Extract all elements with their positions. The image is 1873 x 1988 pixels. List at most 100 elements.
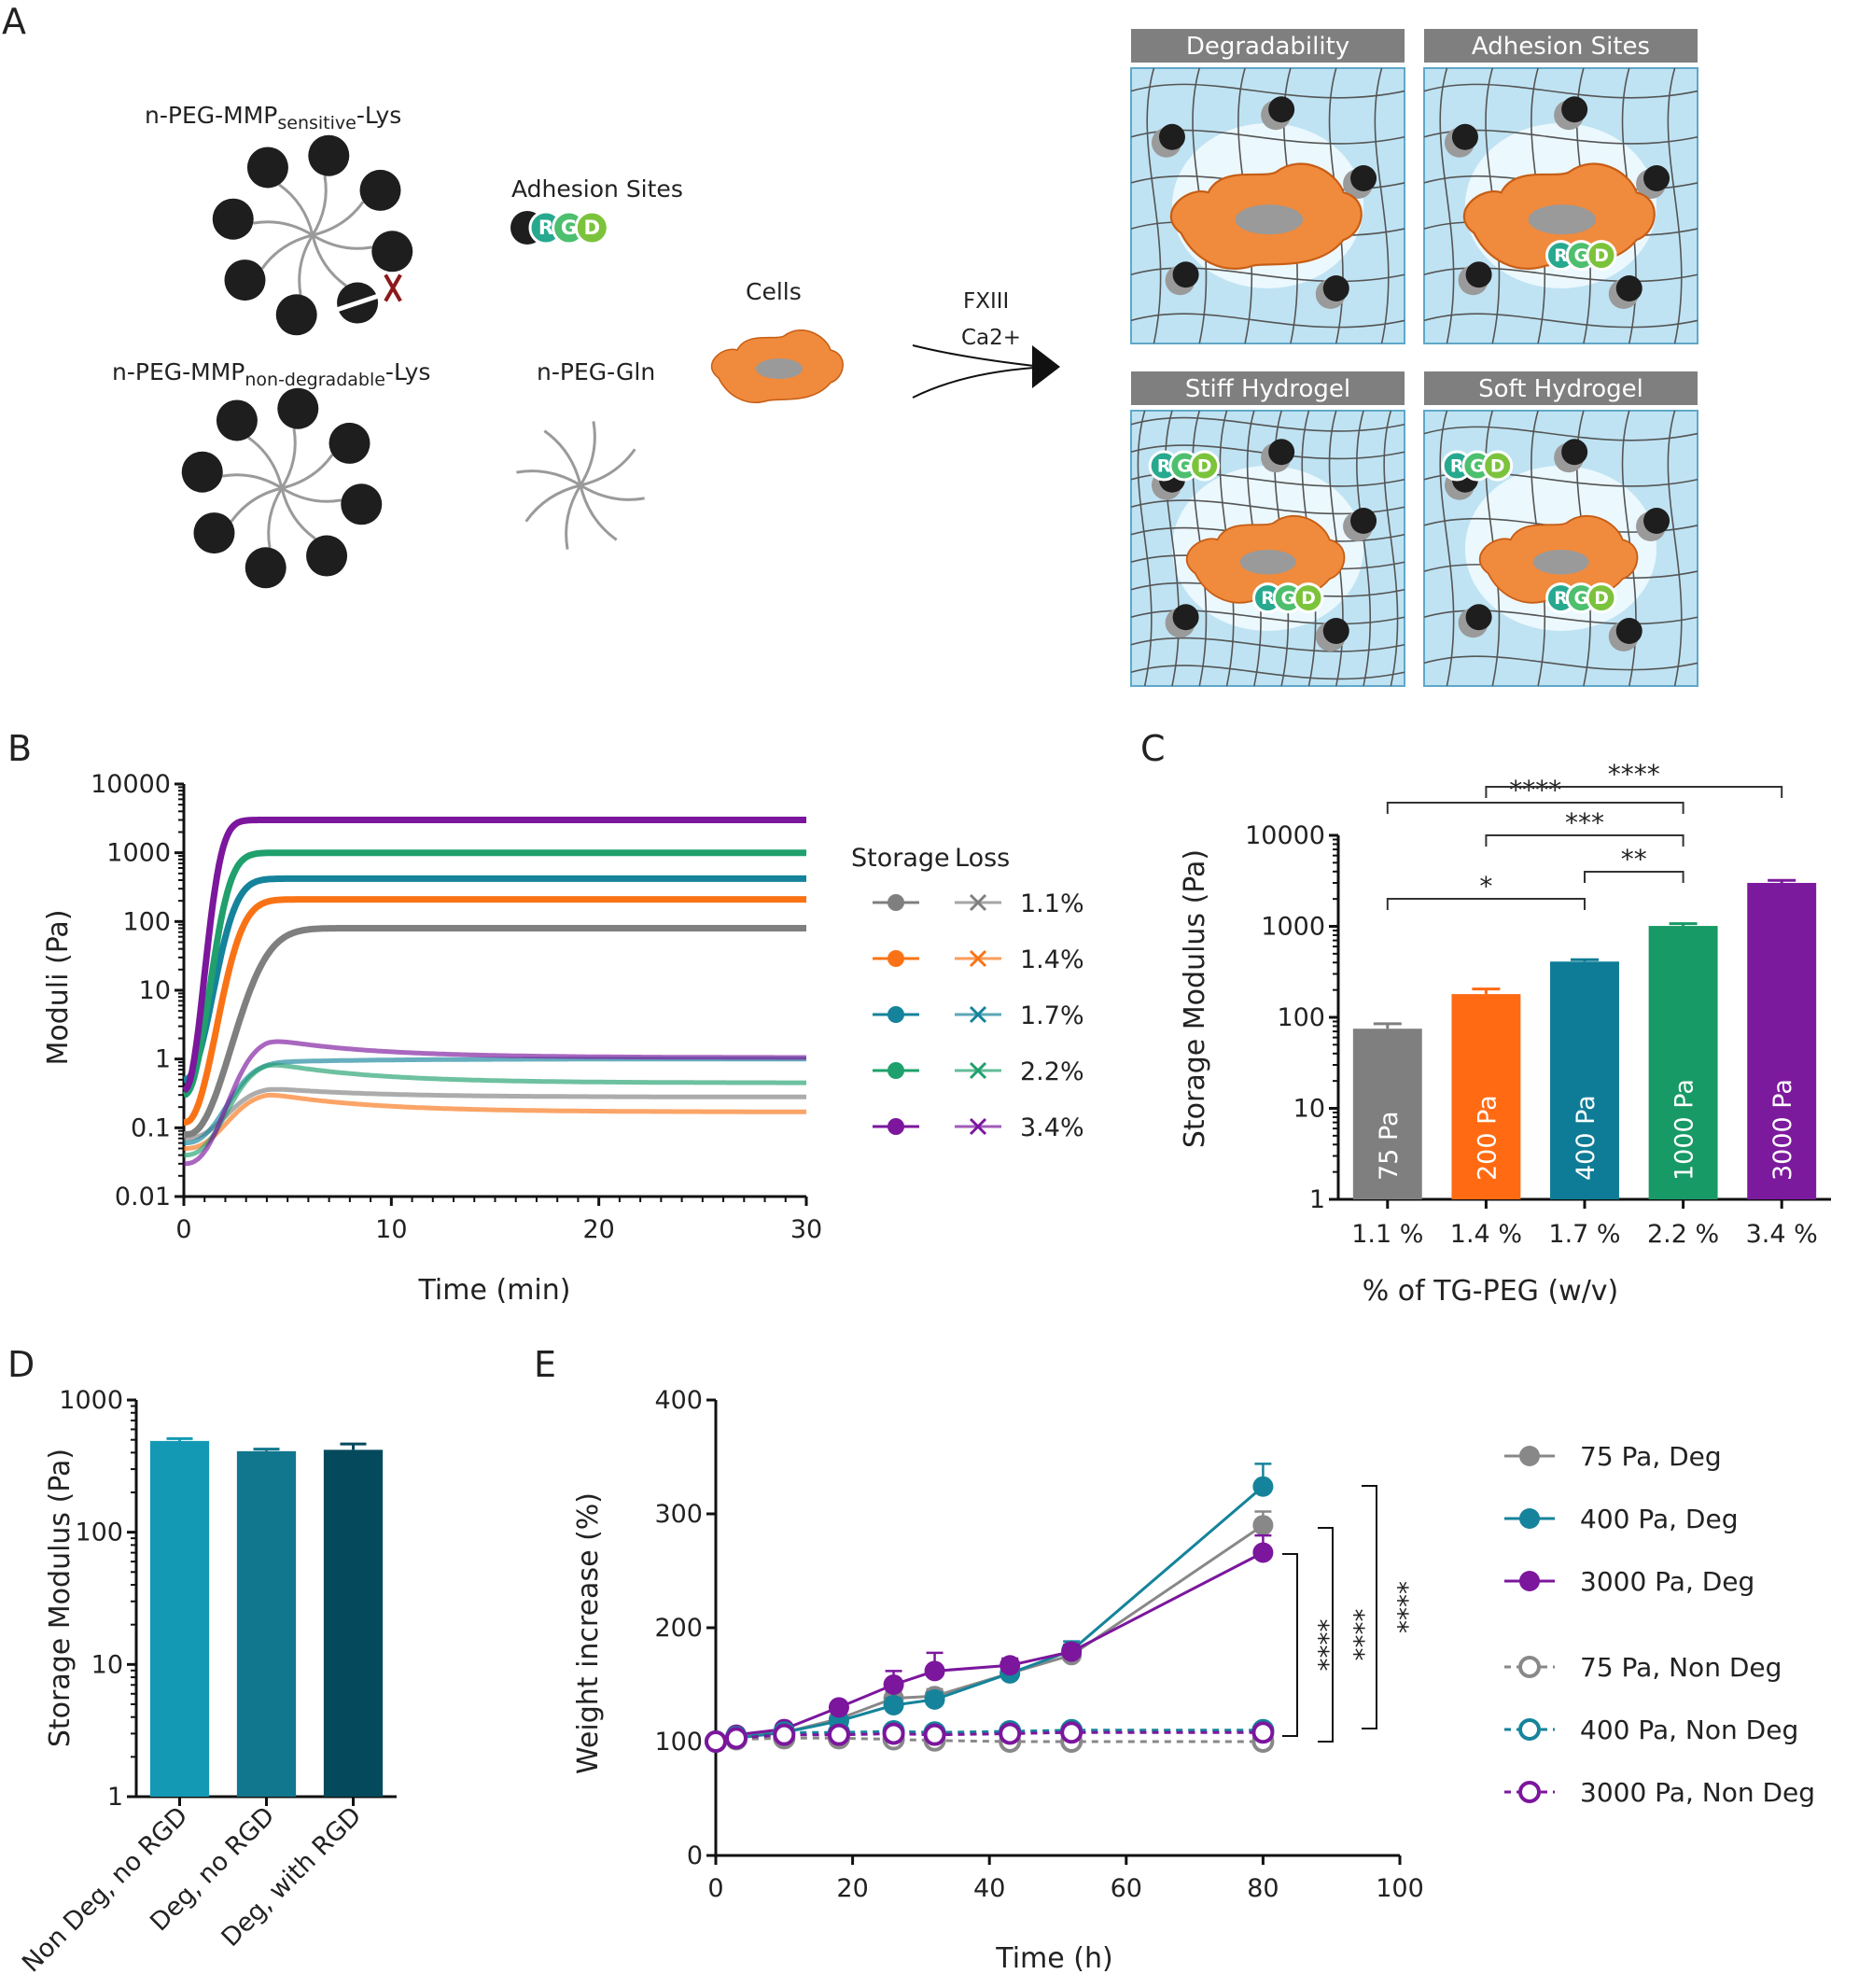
peg-arm (280, 487, 316, 540)
cells-label: Cells (746, 278, 802, 305)
peg-arm (253, 220, 314, 237)
polymer-strand (1374, 67, 1390, 344)
panel-e-series-line (715, 1736, 1264, 1743)
box-title: Adhesion Sites (1472, 33, 1650, 61)
crosslink-bead (1643, 508, 1670, 534)
peg-arm (281, 454, 334, 490)
legend-label: 3000 Pa, Non Deg (1580, 1777, 1815, 1808)
panel-e-point (883, 1674, 904, 1695)
storage-series-1.1% (184, 925, 806, 1138)
peg-gln-label: n-PEG-Gln (537, 358, 655, 385)
peg-arm (281, 486, 342, 503)
panel-e-significance-bracket (1282, 1553, 1298, 1737)
panel-c-x-tick-label: 2.2 % (1647, 1220, 1719, 1249)
panel-e-x-axis-label: Time (h) (995, 1942, 1112, 1975)
rgd-letter: D (1197, 456, 1212, 476)
lys-bead (245, 547, 287, 589)
polymer-strand (1192, 410, 1208, 687)
lys-bead (308, 134, 350, 176)
panel-c-bar-label: 75 Pa (1375, 1111, 1404, 1181)
peg-arm (222, 473, 283, 490)
peg-arm (579, 484, 618, 541)
panel-c-y-tick-label: 10 (1293, 1095, 1325, 1124)
panel-e-x-tick-label: 0 (707, 1874, 723, 1903)
panel-e-y-axis-label: Weight increase (%) (572, 1492, 605, 1774)
polymer-strand (1423, 267, 1698, 283)
polymer-strand (1130, 444, 1405, 460)
panel-d-bar (236, 1450, 297, 1797)
panel-b-y-tick-label: 10 (139, 976, 171, 1005)
rgd-bead-d (1586, 240, 1617, 272)
panel-c-significance-bracket (1485, 834, 1684, 847)
panel-e-series-line (715, 1485, 1265, 1743)
panel-c-bar-label: 1000 Pa (1670, 1079, 1699, 1181)
panel-c-significance-bracket (1386, 802, 1684, 814)
panel-c-significance-bracket (1386, 898, 1586, 910)
crosslink-bead (1268, 96, 1295, 123)
panel-e-x-tick-label: 80 (1247, 1874, 1279, 1903)
lys-bead (275, 294, 317, 336)
sensitive-subscript: sensitive (277, 113, 356, 133)
rgd-letter: D (583, 217, 600, 240)
panel-e-legend: 75 Pa, Deg 400 Pa, Deg 3000 Pa, Deg 75 Pa, … (1504, 1441, 1815, 1808)
peg-arm (543, 429, 582, 486)
panel-c-significance-bracket (1485, 786, 1783, 798)
polymer-strand (1130, 637, 1405, 652)
peg-arm (580, 448, 636, 487)
peg-arm (565, 484, 582, 550)
panel-b-x-tick-label: 30 (790, 1215, 822, 1244)
rgd-bead-d (1586, 582, 1617, 614)
panel-c-significance-label: **** (1509, 775, 1561, 805)
rgd-letter: D (1301, 589, 1316, 609)
panel-c-bar (1352, 1029, 1422, 1199)
crosslink-bead (1465, 604, 1492, 631)
rgd-letter: G (561, 217, 577, 240)
panel-b-chart: B Moduli (Pa) Time (min) 0.010.111010010… (7, 728, 1084, 1307)
panel-letter-d: D (7, 1344, 35, 1385)
legend-label: 75 Pa, Deg (1580, 1441, 1722, 1472)
nondegradable-subscript: non-degradable (245, 370, 385, 390)
legend-label: 3000 Pa, Deg (1580, 1566, 1754, 1597)
crosslink-bead (1451, 123, 1478, 150)
legend-header-storage: Storage (851, 844, 950, 873)
panel-e-point (705, 1730, 727, 1753)
storage-series-1.4% (183, 896, 806, 1126)
peg-arm (230, 486, 283, 523)
legend-storage-marker (888, 894, 904, 911)
box-title-bar (1131, 29, 1405, 63)
gln-bead (661, 483, 684, 522)
cell-nucleus (1532, 550, 1589, 575)
legend-loss-marker (969, 893, 987, 912)
loss-series-2.2% (184, 1062, 806, 1158)
legend-storage-marker (888, 1006, 904, 1023)
peg-arm (312, 201, 365, 237)
storage-series-2.2% (183, 849, 806, 1099)
rgd-bead-d (1189, 450, 1221, 482)
rgd-letter: R (538, 217, 553, 240)
polymer-strand (1130, 609, 1405, 625)
panel-e-significance-label: **** (1304, 1619, 1335, 1672)
panel-c-bar-label: 400 Pa (1572, 1095, 1600, 1181)
legend-loss-marker (969, 1117, 987, 1136)
embedded-cell (1478, 514, 1639, 604)
polymer-strand (1164, 410, 1180, 687)
peg-arm (524, 483, 581, 523)
panel-e-x-tick-label: 20 (836, 1874, 868, 1903)
legend-marker (1519, 1508, 1540, 1529)
panel-e-x-tick-label: 40 (973, 1874, 1005, 1903)
rgd-letter: D (1490, 456, 1505, 476)
panel-e-y-tick-label: 400 (654, 1386, 703, 1415)
box-title-bar (1131, 371, 1405, 405)
panel-e-x-tick-label: 100 (1376, 1874, 1424, 1903)
panel-e-point (1061, 1641, 1083, 1662)
panel-e-point (1252, 1476, 1274, 1497)
panel-e-point (1060, 1721, 1083, 1744)
panel-c-significance-label: * (1479, 871, 1492, 902)
loss-series-1.4% (184, 1092, 806, 1151)
polymer-strand (1423, 426, 1698, 441)
panel-b-y-tick-label: 1 (155, 1045, 171, 1074)
